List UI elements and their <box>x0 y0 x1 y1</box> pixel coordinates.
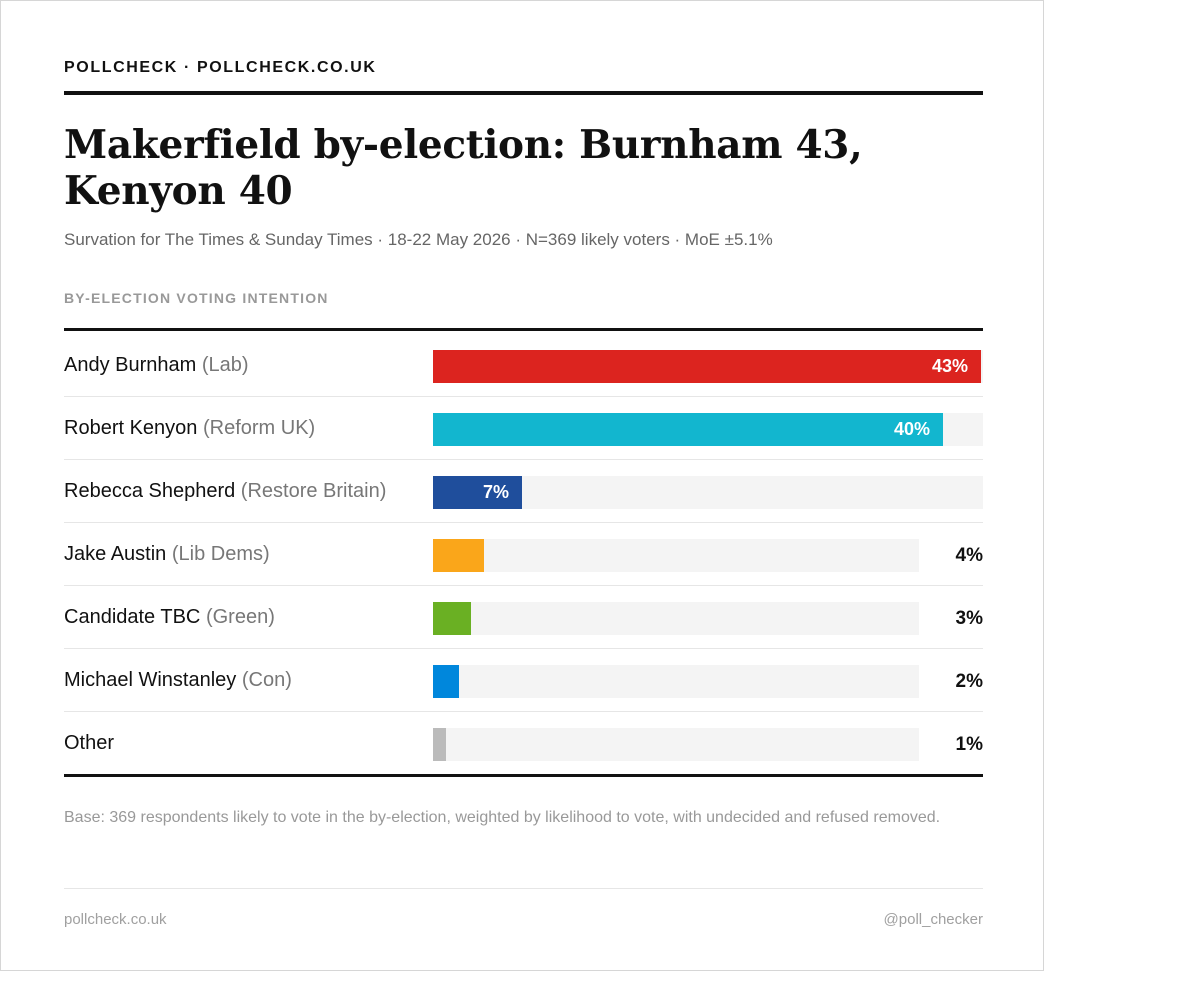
footer-rule <box>64 888 983 889</box>
footer-website: pollcheck.co.uk <box>64 911 167 928</box>
row-divider <box>64 648 983 649</box>
base-note: Base: 369 respondents likely to vote in … <box>64 809 941 826</box>
candidate-name: Candidate TBC <box>64 606 201 628</box>
row-divider <box>64 396 983 397</box>
candidate-name: Michael Winstanley <box>64 669 237 691</box>
candidate-label: Robert Kenyon (Reform UK) <box>64 397 315 460</box>
candidate-party: (Con) <box>236 669 292 691</box>
chart-row: Robert Kenyon (Reform UK) 40% <box>64 397 983 460</box>
header-rule <box>64 91 983 95</box>
bar-chart: Andy Burnham (Lab) 43% Robert Kenyon (Refo… <box>64 1 983 989</box>
candidate-name: Andy Burnham <box>64 354 197 376</box>
bar-track <box>433 539 919 572</box>
bar <box>433 539 484 572</box>
bar-value-label: 7% <box>482 482 509 502</box>
chart-row: Other 1% <box>64 712 983 775</box>
candidate-party: (Lab) <box>196 354 249 376</box>
footer-handle: @poll_checker <box>883 911 983 928</box>
bar <box>433 728 446 761</box>
bar <box>433 602 471 635</box>
bar-value-label: 43% <box>931 356 968 376</box>
chart-row: Andy Burnham (Lab) 43% <box>64 334 983 397</box>
candidate-name: Jake Austin <box>64 543 167 565</box>
candidate-party: (Restore Britain) <box>235 480 387 502</box>
chart-section-label: BY-ELECTION VOTING INTENTION <box>64 290 329 306</box>
bar-value-label: 2% <box>955 671 983 692</box>
candidate-label: Andy Burnham (Lab) <box>64 334 249 397</box>
chart-row: Rebecca Shepherd (Restore Britain) 7% <box>64 460 983 523</box>
candidate-name: Robert Kenyon <box>64 417 198 439</box>
row-divider <box>64 711 983 712</box>
chart-top-rule <box>64 328 983 331</box>
candidate-name: Other <box>64 732 115 754</box>
poll-card: POLLCHECK · POLLCHECK.CO.UK Makerfield b… <box>0 0 1044 971</box>
chart-bottom-rule <box>64 774 983 777</box>
bar <box>433 413 943 446</box>
bar-value-label: 1% <box>955 734 983 755</box>
candidate-label: Jake Austin (Lib Dems) <box>64 523 270 586</box>
bar-track <box>433 728 919 761</box>
candidate-party: (Reform UK) <box>197 417 316 439</box>
chart-row: Jake Austin (Lib Dems) 4% <box>64 523 983 586</box>
bar-track <box>433 476 983 509</box>
brand-header: POLLCHECK · POLLCHECK.CO.UK <box>64 59 377 76</box>
candidate-label: Other <box>64 712 114 775</box>
candidate-label: Rebecca Shepherd (Restore Britain) <box>64 460 386 523</box>
candidate-label: Michael Winstanley (Con) <box>64 649 292 712</box>
candidate-party: (Lib Dems) <box>166 543 270 565</box>
row-divider <box>64 522 983 523</box>
bar-track <box>433 602 919 635</box>
bar <box>433 476 522 509</box>
chart-row: Michael Winstanley (Con) 2% <box>64 649 983 712</box>
bar <box>433 665 459 698</box>
bar-track <box>433 665 919 698</box>
bar-value-label: 40% <box>893 419 930 439</box>
bar <box>433 350 981 383</box>
row-divider <box>64 459 983 460</box>
candidate-label: Candidate TBC (Green) <box>64 586 275 649</box>
candidate-party: (Green) <box>200 606 275 628</box>
bar-value-label: 4% <box>955 545 983 566</box>
candidate-name: Rebecca Shepherd <box>64 480 236 502</box>
bar-value-label: 3% <box>955 608 983 629</box>
page-title: Makerfield by-election: Burnham 43, Keny… <box>64 122 863 214</box>
poll-subtitle: Survation for The Times & Sunday Times ·… <box>64 230 773 249</box>
row-divider <box>64 585 983 586</box>
chart-row: Candidate TBC (Green) 3% <box>64 586 983 649</box>
